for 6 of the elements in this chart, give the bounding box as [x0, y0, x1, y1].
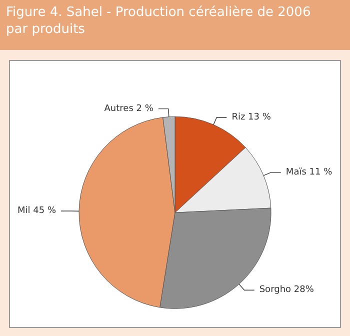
slice-label: Riz 13 % — [232, 112, 272, 122]
slice-label: Sorgho 28% — [259, 285, 314, 296]
slice-label: Mil 45 % — [18, 206, 56, 216]
slice-label: Autres 2 % — [104, 104, 154, 114]
slice-label: Maïs 11 % — [286, 167, 333, 178]
chart-title: Figure 4. Sahel - Production céréalière de 2006 par produits — [6, 4, 312, 38]
